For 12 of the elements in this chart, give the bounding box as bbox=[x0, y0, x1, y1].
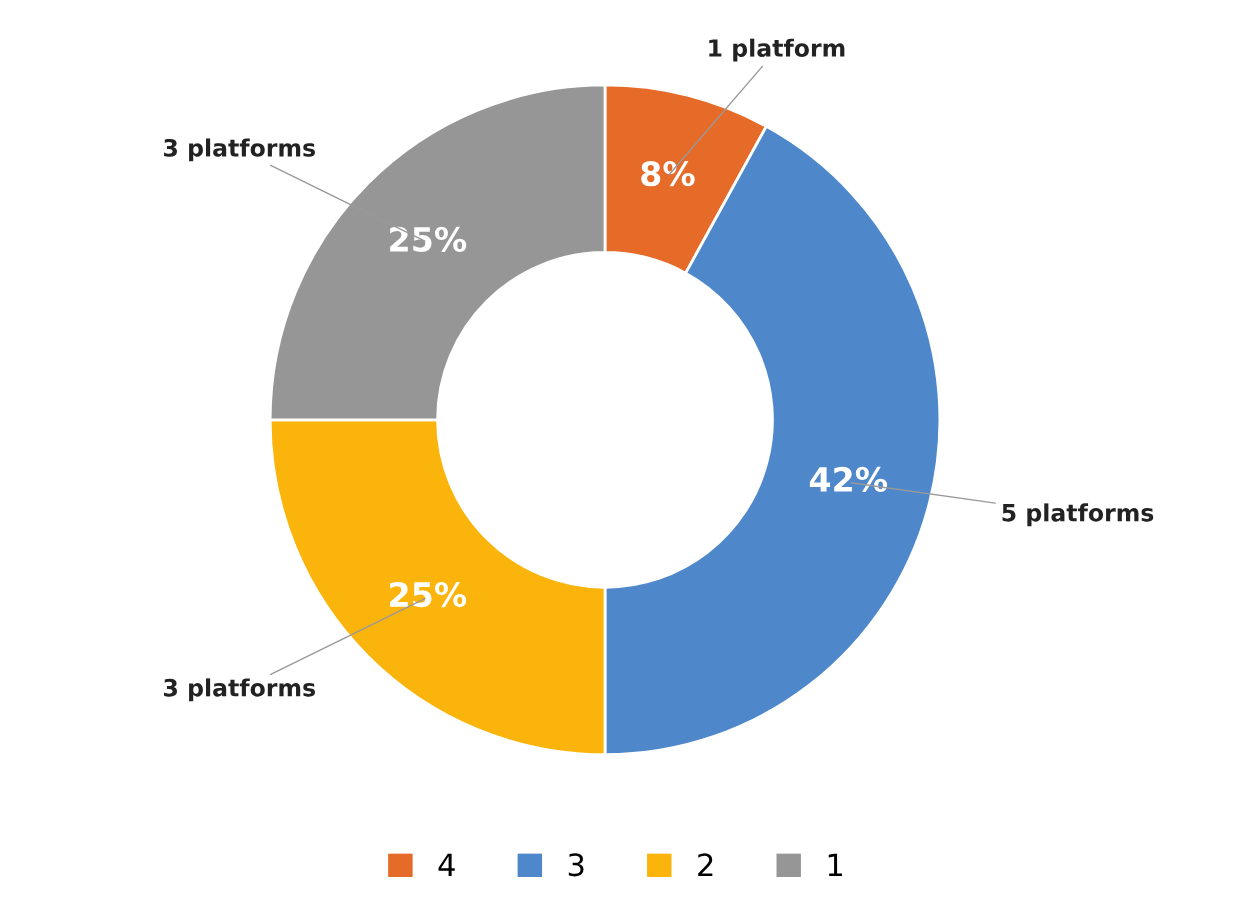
data-label: 8% bbox=[641, 161, 695, 187]
legend-label: 3 bbox=[568, 853, 584, 877]
legend-label: 2 bbox=[698, 853, 713, 876]
text: 1 platform bbox=[709, 38, 845, 62]
text: 3 platforms bbox=[164, 138, 315, 162]
text: 5 platforms bbox=[1002, 503, 1154, 527]
data-label: 25% bbox=[390, 581, 467, 608]
legend-label: 4 bbox=[438, 853, 455, 876]
legend-label: 1 bbox=[828, 853, 842, 876]
text: 3 platforms bbox=[164, 678, 315, 702]
data-label: 42% bbox=[809, 466, 888, 492]
data-label: 25% bbox=[390, 226, 467, 252]
